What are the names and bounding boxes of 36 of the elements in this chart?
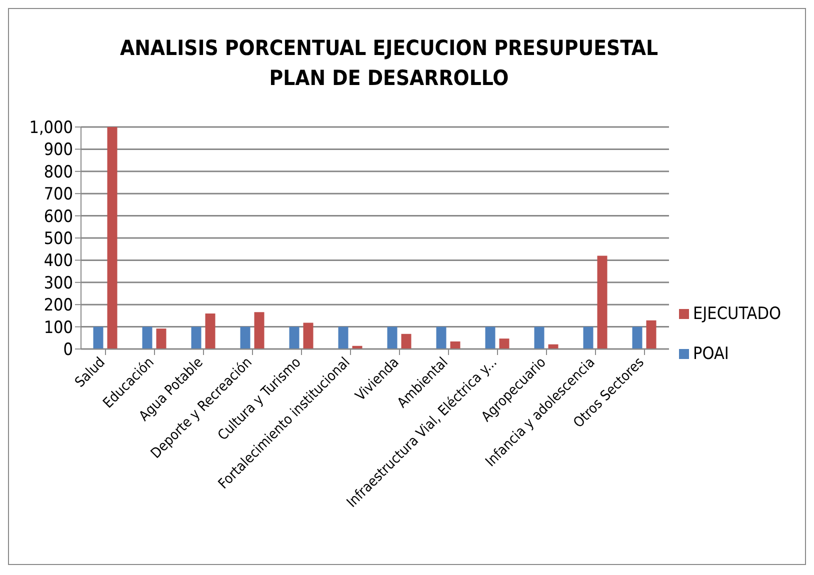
bar <box>254 312 264 349</box>
y-tick-label: 200 <box>44 296 73 316</box>
bar <box>401 334 412 349</box>
y-tick-label: 1,000 <box>29 118 73 138</box>
bar <box>485 326 496 349</box>
y-tick-label: 900 <box>44 140 73 160</box>
y-tick-label: 400 <box>44 251 73 272</box>
bar <box>240 326 250 349</box>
y-tick-label: 300 <box>44 273 73 294</box>
y-tick-label: 800 <box>44 162 73 182</box>
bar <box>450 341 460 349</box>
bar <box>191 326 202 349</box>
bar <box>156 328 166 349</box>
legend-label: EJECUTADO <box>693 304 782 324</box>
bar <box>93 326 104 349</box>
bar <box>338 326 348 349</box>
bar <box>142 326 152 349</box>
bar <box>583 326 594 349</box>
legend-label: POAI <box>693 344 729 364</box>
bar <box>534 326 544 349</box>
bar <box>107 127 118 349</box>
bar <box>646 320 656 349</box>
bar <box>632 326 642 349</box>
y-tick-label: 100 <box>44 318 73 338</box>
y-tick-label: 700 <box>44 184 73 205</box>
bar <box>387 326 398 349</box>
bar <box>289 326 300 349</box>
bar <box>499 338 510 349</box>
y-tick-label: 500 <box>44 229 73 250</box>
bar <box>205 313 216 349</box>
y-tick-label: 0 <box>63 340 73 360</box>
bar <box>436 326 446 349</box>
bar <box>597 256 608 349</box>
y-tick-label: 600 <box>44 206 73 227</box>
chart-title: ANALISIS PORCENTUAL EJECUCION PRESUPUESTAL PLAN DE DESARROLLO <box>118 35 660 92</box>
bar <box>303 322 314 349</box>
